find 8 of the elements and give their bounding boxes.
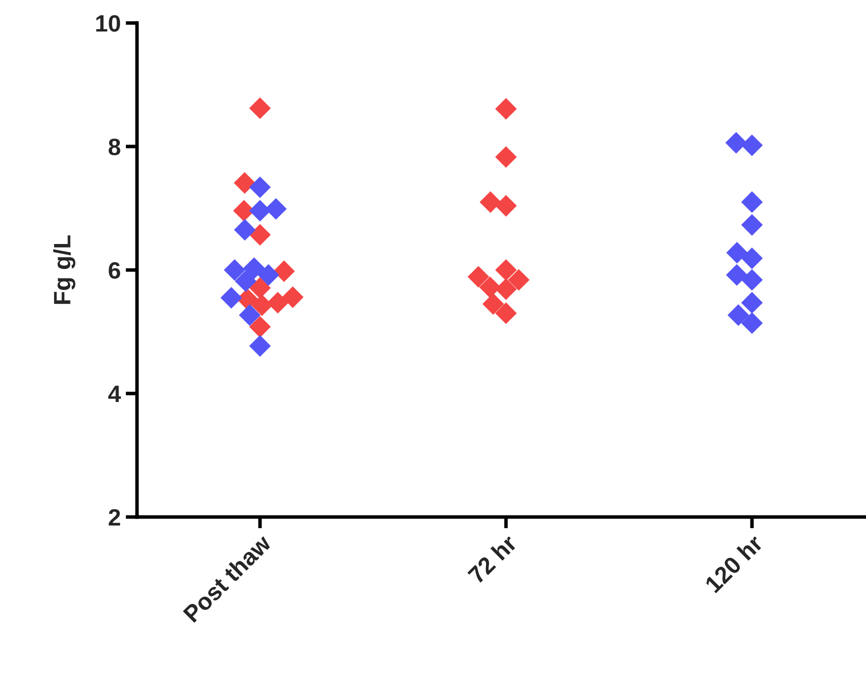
x-tick-label: 120 hr [704, 533, 764, 594]
y-axis-title: Fg g/L [53, 235, 76, 304]
y-tick-label: 6 [108, 262, 120, 279]
y-tick-label: 4 [108, 386, 121, 402]
y-tick-label: 2 [108, 509, 120, 526]
y-tick-label: 8 [108, 138, 120, 156]
x-tick-label: 72 hr [466, 533, 518, 584]
y-tick-label: 10 [96, 15, 120, 32]
